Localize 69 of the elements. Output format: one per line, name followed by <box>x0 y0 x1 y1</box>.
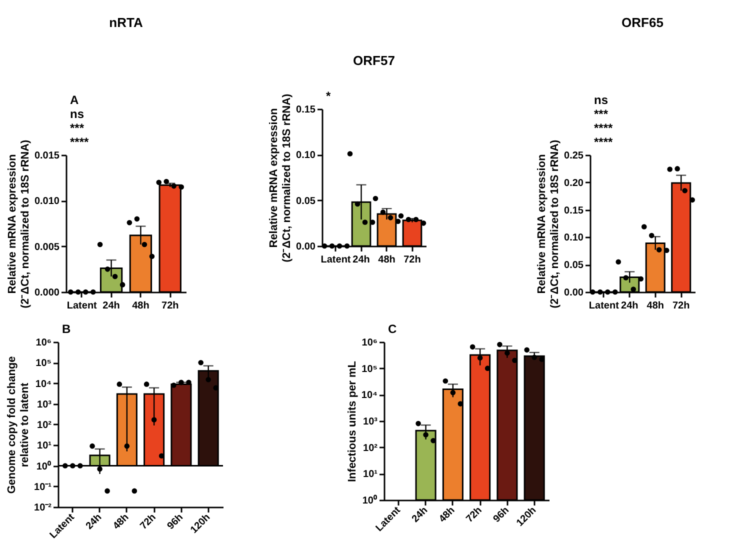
chart-title: ORF65 <box>622 15 664 30</box>
text: **** <box>70 135 90 149</box>
y-axis-title: Relative mRNA expression (2⁻ΔCt, normalized to 18S rRNA) <box>536 139 562 308</box>
y-tick-label: 10³ <box>363 416 378 428</box>
y-tick-label: 0.05 <box>564 260 584 272</box>
x-tick-label: 72h <box>138 512 158 532</box>
y-tick-label: 0.15 <box>296 104 316 116</box>
x-tick-label: 96h <box>165 512 186 532</box>
y-tick-label: 0.005 <box>34 242 60 253</box>
y-axis-title: Relative mRNA expression (2⁻ΔCt, normalized to 18S rRNA) <box>268 93 294 262</box>
x-tick-label: 72h <box>464 504 484 525</box>
x-tick-label: 24h <box>84 512 104 532</box>
y-tick-label: 10⁵ <box>36 358 52 370</box>
text: C <box>388 322 397 336</box>
y-tick-label: 0.015 <box>34 150 60 162</box>
y-tick-label: 10⁰ <box>362 494 378 506</box>
y-tick-label: 0.25 <box>564 150 584 162</box>
y-tick-label: 10⁻² <box>34 502 52 514</box>
x-tick-label: 48h <box>378 254 396 266</box>
y-tick-label: 0.05 <box>296 196 316 207</box>
y-tick-label: 10⁴ <box>35 378 52 390</box>
text: B <box>62 322 71 336</box>
text: **** <box>594 135 614 149</box>
text: *** <box>594 107 608 121</box>
x-tick-label: Latent <box>66 300 98 312</box>
y-tick-label: 10¹ <box>363 469 378 480</box>
text: * <box>326 89 331 103</box>
y-tick-label: 10¹ <box>37 440 52 452</box>
text: **** <box>594 121 614 135</box>
y-tick-label: 0.10 <box>564 232 584 244</box>
x-tick-label: 72h <box>162 300 179 312</box>
y-tick-label: 10⁵ <box>362 364 378 375</box>
x-tick-label: Latent <box>320 254 352 266</box>
y-tick-label: 0.010 <box>34 196 60 208</box>
y-tick-label: 10⁶ <box>362 338 378 348</box>
chart-title: nRTA <box>109 15 144 30</box>
y-tick-label: 10² <box>363 442 378 454</box>
x-tick-label: 24h <box>410 504 430 525</box>
x-tick-label: 48h <box>111 512 132 532</box>
y-tick-label: 10² <box>37 420 52 431</box>
x-tick-label: 24h <box>102 300 120 312</box>
x-tick-label: 48h <box>437 504 458 525</box>
y-tick-label: 0.000 <box>34 288 60 298</box>
y-axis-title: Infectious units per mL <box>346 360 358 482</box>
x-tick-label: 48h <box>646 300 664 312</box>
x-tick-label: 48h <box>132 300 150 312</box>
x-tick-label: 72h <box>404 254 421 266</box>
x-tick-label: 24h <box>621 300 638 312</box>
y-axis-title: Genome copy fold change relative to latent <box>6 356 32 494</box>
x-tick-label: 96h <box>491 504 512 525</box>
text: ns <box>594 93 608 107</box>
y-tick-label: 10³ <box>37 399 52 410</box>
text: *** <box>70 121 84 135</box>
x-tick-label: Latent <box>588 300 620 312</box>
y-tick-label: 10⁻¹ <box>34 482 52 493</box>
y-tick-label: 0.00 <box>296 242 316 252</box>
y-tick-label: 10⁰ <box>36 460 52 472</box>
y-axis-title: Relative mRNA expression (2⁻ΔCt, normalized to 18S rRNA) <box>6 139 32 308</box>
y-tick-label: 0.20 <box>564 178 584 189</box>
text: ns <box>70 107 84 121</box>
y-tick-label: 0.10 <box>296 150 316 162</box>
y-tick-label: 10⁴ <box>361 390 378 402</box>
y-tick-label: 10⁶ <box>36 338 52 348</box>
x-tick-label: 72h <box>672 300 690 312</box>
text: A <box>70 93 79 107</box>
y-tick-label: 0.00 <box>564 288 584 298</box>
x-tick-label: 24h <box>352 254 370 266</box>
chart-title: ORF57 <box>353 53 395 68</box>
y-tick-label: 0.15 <box>564 205 584 216</box>
